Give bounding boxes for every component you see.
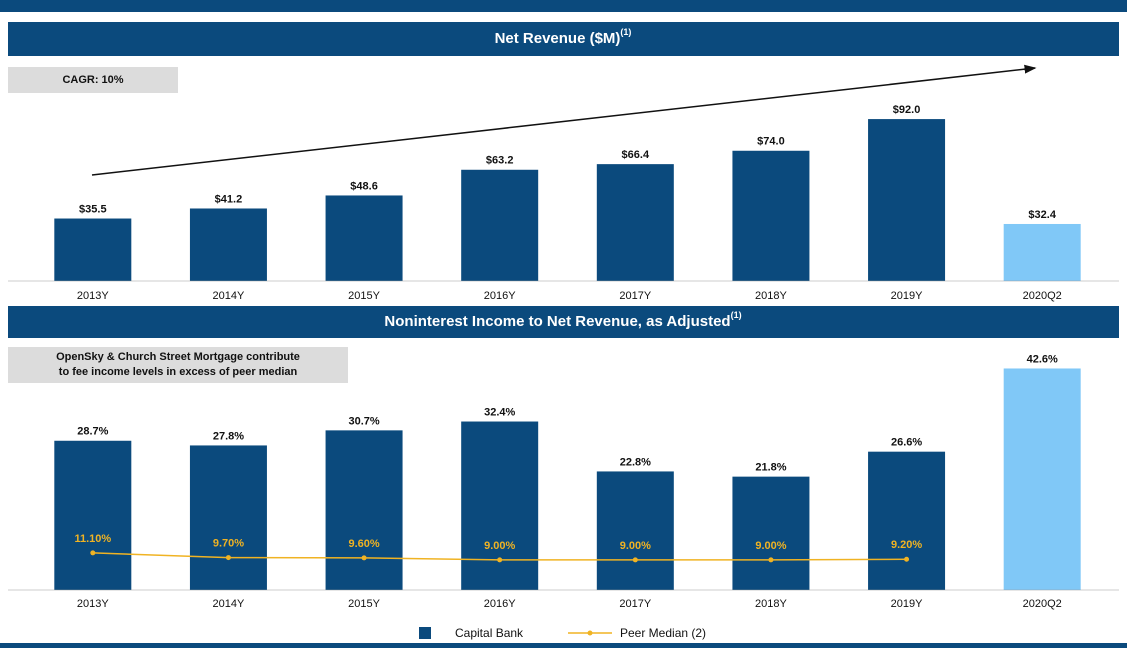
bar xyxy=(1003,223,1081,281)
value-label: $92.0 xyxy=(893,104,921,116)
value-label: 9.00% xyxy=(755,540,786,552)
x-tick-label: 2015Y xyxy=(348,598,380,610)
x-tick-label: 2014Y xyxy=(213,598,245,610)
title-text: Noninterest Income to Net Revenue, as Ad… xyxy=(384,313,730,330)
title-text: Net Revenue ($M) xyxy=(495,30,621,47)
value-label: 9.20% xyxy=(891,539,922,551)
bottom-band xyxy=(0,643,1127,648)
bar xyxy=(54,218,132,281)
value-label: 22.8% xyxy=(620,456,651,468)
point xyxy=(904,556,910,562)
trend-arrow xyxy=(91,64,1037,176)
value-label: 21.8% xyxy=(755,462,786,474)
value-label: 42.6% xyxy=(1027,353,1058,365)
value-label: $35.5 xyxy=(79,203,107,215)
bar xyxy=(732,150,810,281)
value-label: $63.2 xyxy=(486,155,514,167)
annotation-box xyxy=(8,347,348,383)
legend-label: Capital Bank xyxy=(455,626,524,640)
value-label: 28.7% xyxy=(77,426,108,438)
x-tick-label: 2018Y xyxy=(755,598,787,610)
value-label: 26.6% xyxy=(891,437,922,449)
x-tick-label: 2019Y xyxy=(891,598,923,610)
bar xyxy=(461,421,539,590)
value-label: 9.70% xyxy=(213,537,244,549)
bar xyxy=(54,440,132,590)
value-label: $66.4 xyxy=(622,149,650,161)
chart-title: Net Revenue ($M)(1) xyxy=(495,27,632,47)
x-tick-label: 2016Y xyxy=(484,598,516,610)
x-tick-label: 2017Y xyxy=(619,290,651,302)
x-tick-label: 2020Q2 xyxy=(1023,290,1062,302)
x-tick-label: 2015Y xyxy=(348,290,380,302)
value-label: $32.4 xyxy=(1028,209,1056,221)
x-tick-label: 2019Y xyxy=(891,290,923,302)
point xyxy=(768,557,774,563)
annotation-box xyxy=(8,67,178,93)
bar xyxy=(1003,368,1081,590)
value-label: 30.7% xyxy=(348,415,379,427)
title-bar xyxy=(8,22,1119,56)
title-note: (1) xyxy=(620,27,631,37)
x-tick-label: 2016Y xyxy=(484,290,516,302)
bar xyxy=(189,208,267,281)
point xyxy=(90,550,96,556)
bar xyxy=(596,164,674,281)
bar xyxy=(325,430,403,590)
value-label: 11.10% xyxy=(74,533,111,545)
x-tick-label: 2013Y xyxy=(77,290,109,302)
bar xyxy=(461,169,539,281)
bar xyxy=(868,119,946,281)
value-label: $74.0 xyxy=(757,136,785,148)
legend-label: Peer Median (2) xyxy=(620,626,706,640)
bar xyxy=(325,195,403,281)
point xyxy=(497,557,503,563)
annotation: CAGR: 10% xyxy=(62,74,123,86)
value-label: 27.8% xyxy=(213,430,244,442)
point xyxy=(632,557,638,563)
value-label: $41.2 xyxy=(215,193,243,205)
x-tick-label: 2013Y xyxy=(77,598,109,610)
x-tick-label: 2020Q2 xyxy=(1023,598,1062,610)
value-label: 9.00% xyxy=(484,540,515,552)
point xyxy=(225,555,231,561)
chart-title: Noninterest Income to Net Revenue, as Ad… xyxy=(384,310,741,330)
x-tick-label: 2014Y xyxy=(213,290,245,302)
annotation: to fee income levels in excess of peer m… xyxy=(59,366,298,378)
annotation: OpenSky & Church Street Mortgage contrib… xyxy=(56,351,300,363)
x-tick-label: 2018Y xyxy=(755,290,787,302)
value-label: 9.00% xyxy=(620,540,651,552)
bar xyxy=(732,476,810,590)
bar xyxy=(868,451,946,590)
legend-swatch xyxy=(587,630,593,636)
title-bar xyxy=(8,306,1119,338)
point xyxy=(361,555,367,561)
value-label: 9.60% xyxy=(348,538,379,550)
bar xyxy=(189,445,267,590)
value-label: 32.4% xyxy=(484,406,515,418)
bar xyxy=(596,471,674,590)
legend-swatch xyxy=(419,627,431,639)
x-tick-label: 2017Y xyxy=(619,598,651,610)
top-band xyxy=(0,0,1127,12)
title-note: (1) xyxy=(731,310,742,320)
value-label: $48.6 xyxy=(350,180,378,192)
